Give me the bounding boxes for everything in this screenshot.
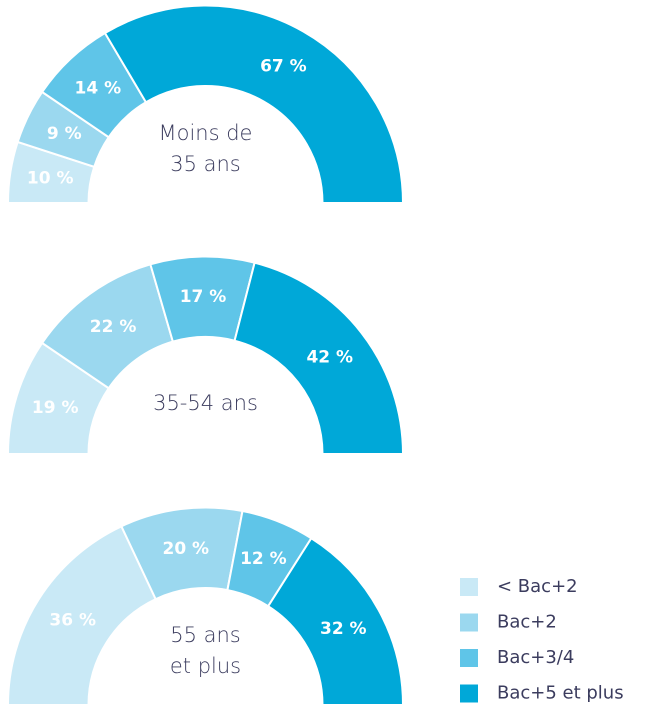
value-label: 42 % <box>306 348 353 368</box>
value-label: 12 % <box>240 549 287 569</box>
value-label: 32 % <box>320 619 367 639</box>
center-label: 55 ans <box>170 623 241 647</box>
legend-swatch <box>460 649 478 667</box>
value-label: 20 % <box>162 539 209 559</box>
value-label: 19 % <box>32 398 79 418</box>
value-label: 14 % <box>75 78 122 98</box>
value-label: 22 % <box>90 317 137 337</box>
legend-label: Bac+2 <box>497 612 557 633</box>
segment <box>6 524 158 706</box>
legend-swatch <box>460 578 478 596</box>
value-label: 36 % <box>49 611 96 631</box>
value-label: 17 % <box>180 287 227 307</box>
center-label: 35-54 ans <box>153 391 258 415</box>
segment <box>103 4 405 204</box>
center-label: et plus <box>170 654 241 678</box>
legend-label: Bac+3/4 <box>497 647 574 668</box>
value-label: 67 % <box>260 56 307 76</box>
value-label: 10 % <box>27 168 74 188</box>
legend-label: < Bac+2 <box>497 576 578 597</box>
segment <box>266 536 405 706</box>
legend-swatch <box>460 613 478 632</box>
center-label: 35 ans <box>170 152 241 176</box>
legend-label: Bac+5 et plus <box>497 683 624 704</box>
center-label: Moins de <box>159 121 253 145</box>
value-label: 9 % <box>47 124 82 144</box>
legend-swatch <box>460 684 478 703</box>
segment <box>233 261 405 455</box>
